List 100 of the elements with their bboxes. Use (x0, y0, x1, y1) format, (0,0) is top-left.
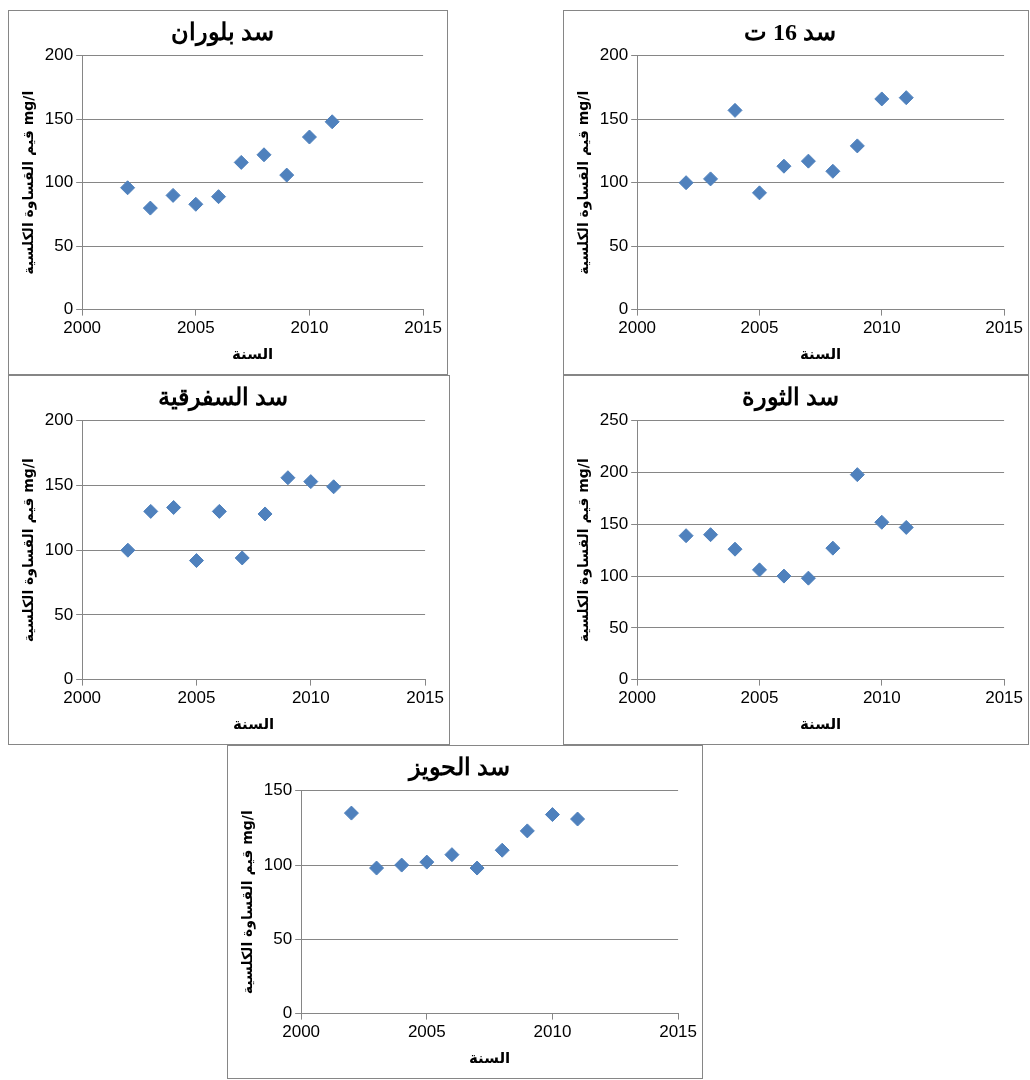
point (874, 514, 890, 530)
y-tick-label: 50 (54, 235, 74, 255)
x-tick-label: 2000 (63, 688, 102, 708)
point (494, 842, 510, 858)
point (120, 542, 136, 558)
y-tick-label: 100 (599, 172, 629, 192)
chart-title: سد 16 ت (744, 18, 836, 45)
y-tick-label: 250 (599, 410, 629, 430)
x-tick-label: 2005 (176, 318, 215, 338)
y-tick-label: 100 (44, 172, 74, 192)
point (280, 470, 296, 486)
point (800, 570, 816, 586)
y-tick-label: 100 (44, 539, 74, 559)
point (326, 479, 342, 495)
point (233, 154, 249, 170)
point (234, 550, 250, 566)
y-axis-title: قيم القساوة الكلسية mg/l (575, 90, 593, 275)
x-tick-label: 2000 (618, 688, 657, 708)
y-axis-title: قيم القساوة الكلسية mg/l (239, 810, 257, 995)
point (849, 138, 865, 154)
point (800, 153, 816, 169)
point (570, 811, 586, 827)
point (874, 91, 890, 107)
point (519, 823, 535, 839)
x-tick-label: 2015 (406, 688, 444, 708)
x-tick-label: 2010 (290, 318, 329, 338)
point (369, 860, 385, 876)
point (279, 167, 295, 183)
y-tick-label: 100 (599, 565, 629, 585)
y-tick-label: 100 (263, 854, 293, 874)
point (120, 180, 136, 196)
point (419, 854, 435, 870)
x-tick-label: 2010 (291, 688, 330, 708)
point (703, 171, 719, 187)
point (257, 506, 273, 522)
y-tick-label: 0 (282, 1003, 293, 1023)
y-tick-label: 200 (599, 45, 629, 65)
x-axis-title: السنة (468, 1048, 511, 1067)
point (898, 90, 914, 106)
point (727, 541, 743, 557)
y-tick-label: 150 (44, 108, 74, 128)
y-axis-title: قيم القساوة الكلسية mg/l (20, 458, 38, 643)
point (343, 805, 359, 821)
y-tick-label: 200 (599, 462, 629, 482)
point (678, 528, 694, 544)
x-axis-title: السنة (799, 344, 842, 363)
point (776, 158, 792, 174)
x-tick-label: 2000 (282, 1022, 321, 1042)
x-tick-label: 2015 (985, 318, 1023, 338)
y-tick-label: 50 (54, 604, 74, 624)
point (776, 568, 792, 584)
point (143, 503, 159, 519)
x-tick-label: 2010 (533, 1022, 572, 1042)
point (324, 114, 340, 130)
x-tick-label: 2005 (177, 688, 216, 708)
x-tick-label: 2005 (407, 1022, 446, 1042)
point (544, 807, 560, 823)
point (394, 857, 410, 873)
point (751, 185, 767, 201)
y-tick-label: 150 (44, 475, 74, 495)
y-tick-label: 0 (63, 669, 74, 689)
point (469, 860, 485, 876)
point (678, 175, 694, 191)
point (303, 474, 319, 490)
x-axis-title: السنة (799, 714, 842, 733)
point (211, 189, 227, 205)
y-axis-title: قيم القساوة الكلسية mg/l (20, 90, 38, 275)
y-tick-label: 150 (599, 108, 629, 128)
point (211, 503, 227, 519)
point (444, 847, 460, 863)
chart-title: سد الثورة (741, 383, 839, 412)
point (849, 467, 865, 483)
point (751, 562, 767, 578)
y-tick-label: 200 (44, 410, 74, 430)
y-tick-label: 0 (63, 299, 74, 319)
point (165, 187, 181, 203)
chart-title: سد بلوران (170, 18, 274, 47)
y-tick-label: 50 (273, 929, 293, 949)
point (256, 147, 272, 163)
x-tick-label: 2010 (862, 318, 901, 338)
point (301, 129, 317, 145)
y-tick-label: 50 (609, 617, 629, 637)
y-tick-label: 0 (618, 299, 629, 319)
point (898, 519, 914, 535)
x-tick-label: 2015 (985, 688, 1023, 708)
point (188, 196, 204, 212)
x-tick-label: 2010 (862, 688, 901, 708)
y-tick-label: 150 (263, 780, 293, 800)
point (825, 540, 841, 556)
x-tick-label: 2005 (740, 688, 779, 708)
y-tick-label: 150 (599, 514, 629, 534)
y-tick-label: 50 (609, 235, 629, 255)
x-tick-label: 2015 (659, 1022, 697, 1042)
x-tick-label: 2005 (740, 318, 779, 338)
chart-title: سد الحويز (406, 753, 510, 782)
point (142, 200, 158, 216)
y-axis-title: قيم القساوة الكلسية mg/l (575, 458, 593, 643)
x-tick-label: 2000 (618, 318, 657, 338)
point (703, 527, 719, 543)
x-axis-title: السنة (231, 344, 274, 363)
